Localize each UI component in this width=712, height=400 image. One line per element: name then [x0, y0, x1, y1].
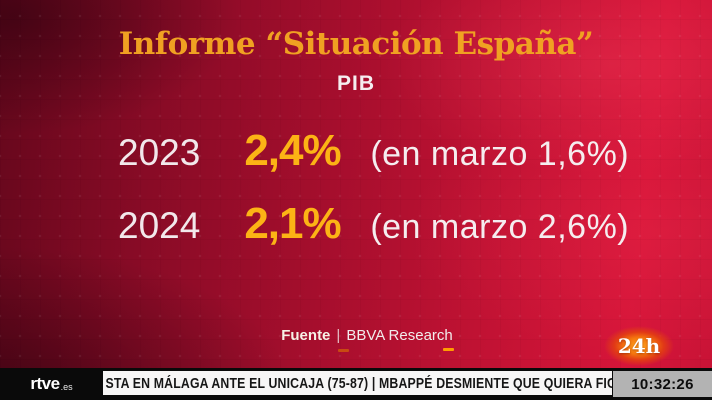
ticker-text-strip: STA EN MÁLAGA ANTE EL UNICAJA (75-87) | …	[103, 371, 612, 395]
ticker-headline: STA EN MÁLAGA ANTE EL UNICAJA (75-87) | …	[105, 374, 612, 392]
channel-logo-label: 24h	[617, 334, 661, 358]
data-row-2024: 2024 2,1% (en marzo 2,6%)	[118, 199, 629, 249]
previous-forecast-note: (en marzo 2,6%)	[370, 208, 630, 246]
year-label: 2024	[118, 205, 201, 246]
gdp-value: 2,1%	[244, 199, 341, 248]
rtve-logo-text: rtve	[30, 374, 60, 393]
previous-forecast-note: (en marzo 1,6%)	[370, 135, 630, 173]
year-label: 2023	[118, 132, 201, 173]
source-label: Fuente	[281, 327, 331, 344]
channel-logo-24h: 24h	[604, 326, 674, 366]
source-separator: |	[336, 327, 341, 344]
data-row-2023: 2023 2,4% (en marzo 1,6%)	[118, 126, 629, 176]
source-line: Fuente | BBVA Research	[0, 327, 712, 344]
rtve-logo-suffix: .es	[60, 382, 73, 392]
source-value: BBVA Research	[346, 327, 453, 344]
clock: 10:32:26	[613, 371, 712, 397]
decorative-dash-right	[443, 348, 454, 351]
gdp-value: 2,4%	[244, 126, 341, 175]
decorative-dash-left	[338, 349, 349, 352]
news-ticker-bar: rtve .es STA EN MÁLAGA ANTE EL UNICAJA (7…	[0, 368, 712, 400]
rtve-logo: rtve .es	[0, 368, 103, 400]
subtitle-pib: PIB	[336, 72, 375, 95]
page-title: Informe “Situación España”	[118, 26, 594, 62]
clock-time: 10:32:26	[631, 375, 694, 393]
